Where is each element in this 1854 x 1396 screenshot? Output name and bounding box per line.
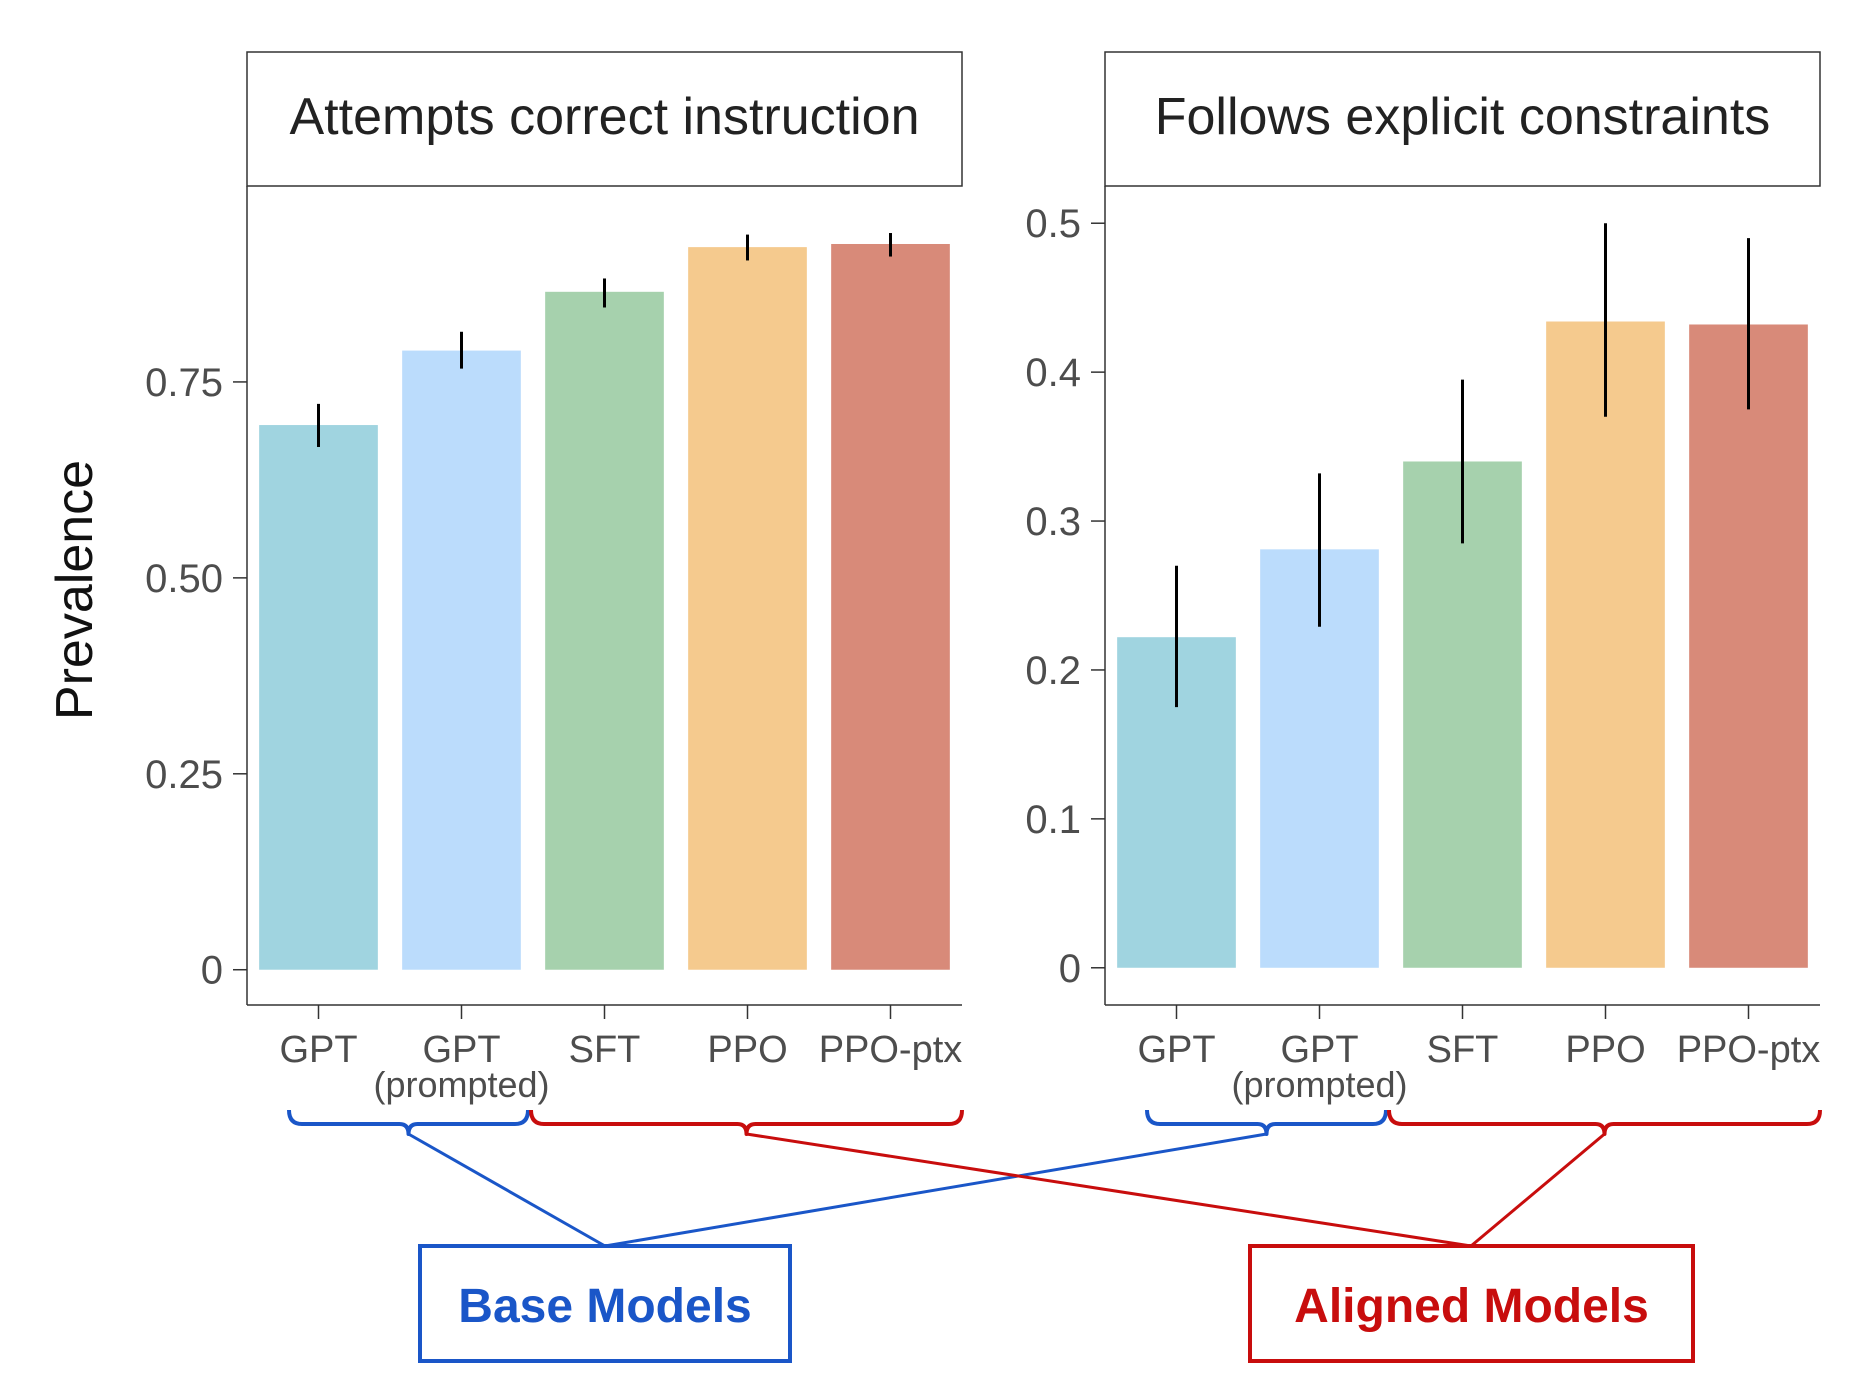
- x-tick-label: PPO: [1565, 1029, 1645, 1071]
- y-tick-label: 0: [201, 949, 223, 993]
- y-tick-label: 0.1: [1025, 798, 1081, 842]
- y-tick-label: 0.2: [1025, 649, 1081, 693]
- base-connector-line: [604, 1132, 1267, 1248]
- bar: [545, 291, 664, 970]
- bar: [1546, 321, 1665, 968]
- x-tick-label: SFT: [569, 1029, 641, 1071]
- x-tick-label: GPT: [279, 1029, 357, 1071]
- base-connector-line: [407, 1132, 606, 1248]
- x-tick-label: GPT: [1280, 1029, 1358, 1071]
- base-models-label: Base Models: [458, 1280, 751, 1333]
- bar: [1689, 324, 1808, 968]
- x-tick-label: GPT: [422, 1029, 500, 1071]
- aligned-connector-line: [746, 1132, 1472, 1248]
- aligned-models-box: [1248, 1244, 1695, 1363]
- model-group-annotations: [287, 1109, 1822, 1248]
- y-tick-label: 0.4: [1025, 351, 1081, 395]
- aligned-connector-line: [1470, 1132, 1606, 1248]
- panel-title-strip: [246, 51, 963, 187]
- panel-title: Attempts correct instruction: [290, 88, 920, 146]
- y-tick-label: 0.50: [145, 557, 223, 601]
- y-tick-label: 0: [1059, 947, 1081, 991]
- y-tick-label: 0.5: [1025, 202, 1081, 246]
- y-axis-label: Prevalence: [46, 460, 104, 720]
- x-tick-label: GPT: [1137, 1029, 1215, 1071]
- base-models-brace: [1145, 1109, 1388, 1136]
- x-tick-sublabel: (prompted): [373, 1064, 549, 1105]
- y-tick-label: 0.75: [145, 361, 223, 405]
- x-tick-label: PPO-ptx: [819, 1029, 963, 1071]
- bar: [1403, 461, 1522, 968]
- base-models-box: [418, 1244, 792, 1363]
- aligned-models-label: Aligned Models: [1294, 1280, 1649, 1333]
- y-tick-label: 0.25: [145, 753, 223, 797]
- panel-title: Follows explicit constraints: [1155, 88, 1771, 146]
- aligned-models-brace: [529, 1109, 964, 1136]
- bar: [259, 425, 378, 970]
- aligned-models-brace: [1387, 1109, 1822, 1136]
- x-tick-label: SFT: [1427, 1029, 1499, 1071]
- x-tick-label: PPO: [707, 1029, 787, 1071]
- base-models-brace: [287, 1109, 530, 1136]
- bar: [688, 247, 807, 970]
- panel-attempts-correct-instruction: Attempts correct instruction 0 0.25 0.50 0.…: [145, 51, 963, 1105]
- panel-title-strip: [1104, 51, 1821, 187]
- x-tick-label: PPO-ptx: [1677, 1029, 1821, 1071]
- panel-follows-explicit-constraints: Follows explicit constraints 0 0.1 0.2 0.3 0…: [1025, 51, 1821, 1105]
- y-tick-label: 0.3: [1025, 500, 1081, 544]
- x-tick-sublabel: (prompted): [1231, 1064, 1407, 1105]
- bar: [831, 243, 950, 970]
- bar: [402, 350, 521, 970]
